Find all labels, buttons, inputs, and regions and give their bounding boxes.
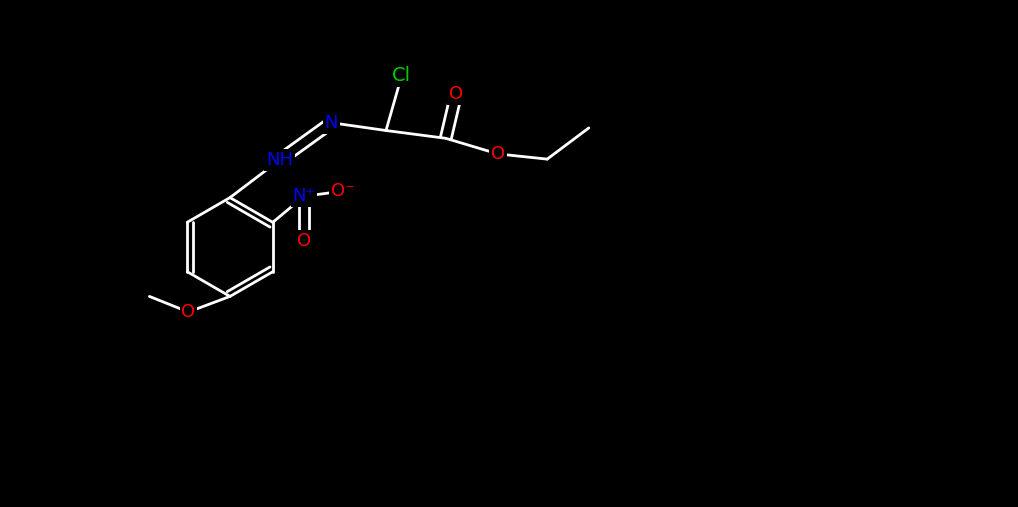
Text: O: O xyxy=(181,303,195,321)
Text: N⁺: N⁺ xyxy=(292,187,316,205)
Text: O: O xyxy=(297,232,312,249)
Text: O⁻: O⁻ xyxy=(331,182,355,200)
Text: O: O xyxy=(491,145,505,163)
Text: Cl: Cl xyxy=(392,66,411,85)
Text: N: N xyxy=(325,114,338,132)
Text: O: O xyxy=(449,85,463,103)
Text: NH: NH xyxy=(266,151,293,169)
